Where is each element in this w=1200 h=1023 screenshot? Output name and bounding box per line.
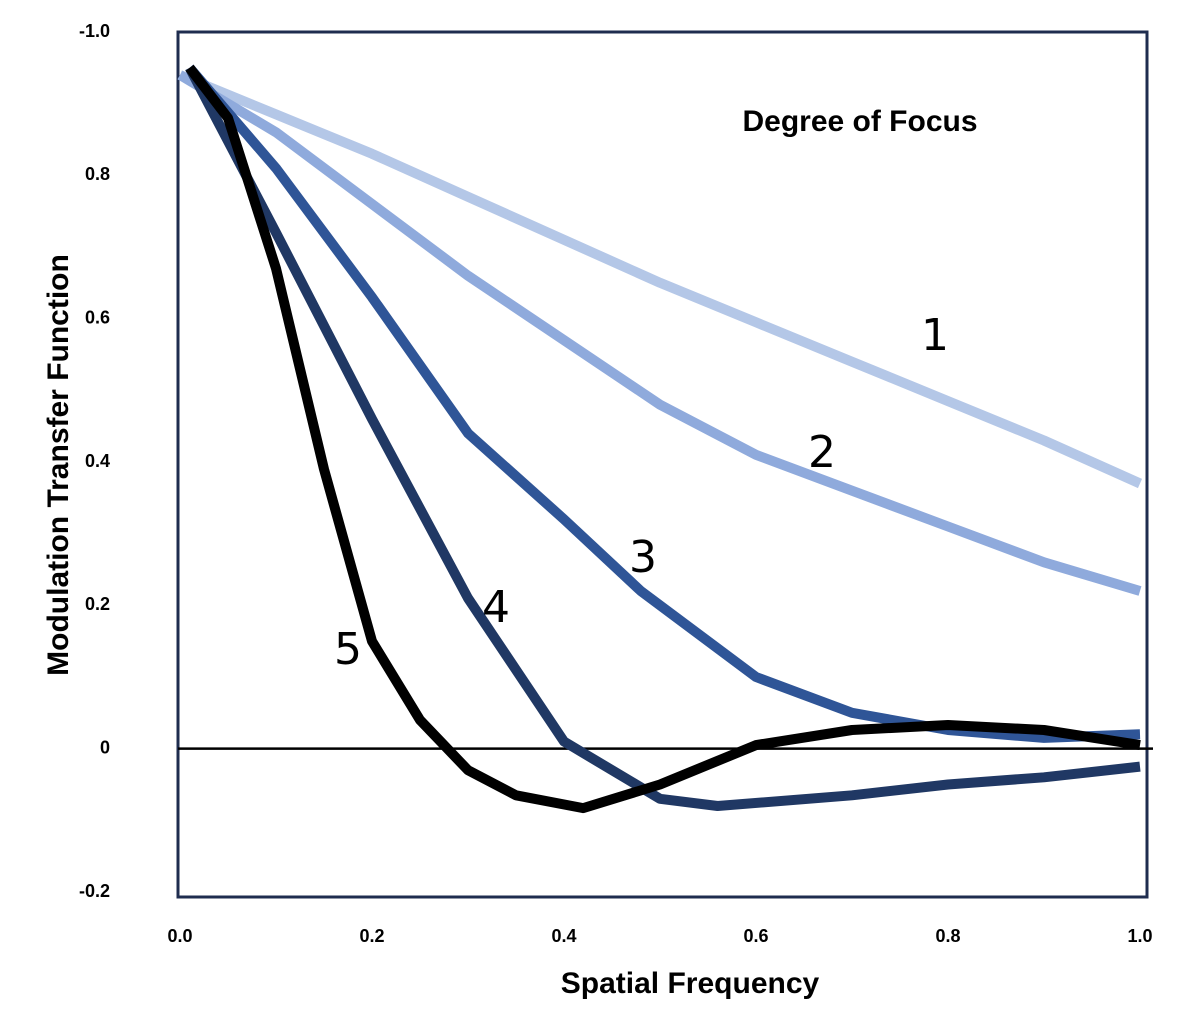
x-axis-label: Spatial Frequency [561,967,820,1000]
mtf-curve [185,64,1141,743]
y-tick-label: 0 [100,737,110,757]
curve-label: 5 [334,624,362,675]
x-tick-label: 0.6 [743,926,768,946]
x-tick-label: 0.0 [167,926,192,946]
x-tick-label: 0.4 [551,926,576,946]
curve-label: 4 [482,582,510,633]
curve-label: 3 [629,532,657,583]
mtf-curve [185,64,1141,814]
x-tick-label: 0.2 [359,926,384,946]
y-tick-label: -1.0 [79,21,110,41]
y-axis-label: Modulation Transfer Function [42,254,75,676]
x-tick-label: 1.0 [1127,926,1152,946]
y-tick-label: 0.4 [85,451,110,471]
y-tick-label: 0.6 [85,307,110,327]
mtf-curve [177,70,1142,596]
curve-label: 2 [808,427,836,478]
y-tick-label: 0.2 [85,594,110,614]
mtf-curve [185,65,1141,811]
mtf-curve [178,70,1143,489]
x-tick-label: 0.8 [935,926,960,946]
y-tick-label: 0.8 [85,164,110,184]
legend-title: Degree of Focus [742,105,977,138]
curve-label: 1 [921,310,949,361]
plot-frame [176,30,1149,899]
y-tick-label: -0.2 [79,881,110,901]
